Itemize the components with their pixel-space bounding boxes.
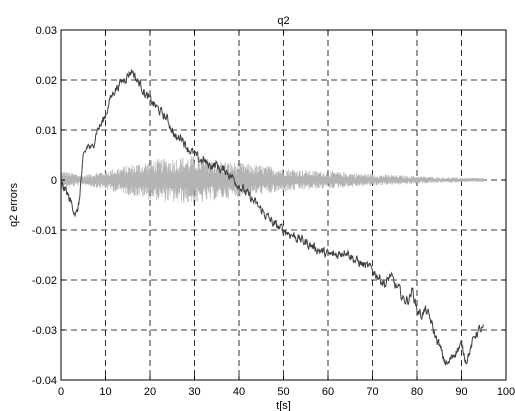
y-tick-label: -0.03 (32, 325, 57, 337)
x-axis-label: t[s] (276, 400, 291, 411)
x-tick-label: 50 (277, 386, 289, 398)
x-tick-label: 70 (366, 386, 378, 398)
y-tick-label: -0.02 (32, 275, 57, 287)
series-layer (60, 69, 485, 366)
x-tick-label: 100 (497, 386, 515, 398)
x-tick-label: 60 (322, 386, 334, 398)
x-tick-label: 0 (58, 386, 64, 398)
y-tick-label: 0.03 (36, 25, 57, 37)
series-line-drift (60, 69, 485, 366)
grid-lines (61, 30, 506, 380)
y-tick-label: 0.01 (36, 125, 57, 137)
y-tick-label: 0.02 (36, 75, 57, 87)
y-tick-label: -0.01 (32, 225, 57, 237)
y-tick-label: -0.04 (32, 375, 57, 387)
x-tick-label: 10 (99, 386, 111, 398)
tick-layer: 0 10 20 30 40 50 60 70 80 90 100 -0.04 -0.03 -0.02 -0.… (32, 25, 515, 398)
x-tick-label: 20 (144, 386, 156, 398)
y-axis-label: q2 errors (8, 182, 20, 227)
x-tick-label: 80 (411, 386, 423, 398)
x-tick-label: 40 (233, 386, 245, 398)
chart-title: q2 (277, 15, 289, 27)
y-tick-label: 0 (51, 175, 57, 187)
series-line-oscillation (60, 155, 485, 205)
x-tick-label: 90 (455, 386, 467, 398)
x-tick-label: 30 (188, 386, 200, 398)
